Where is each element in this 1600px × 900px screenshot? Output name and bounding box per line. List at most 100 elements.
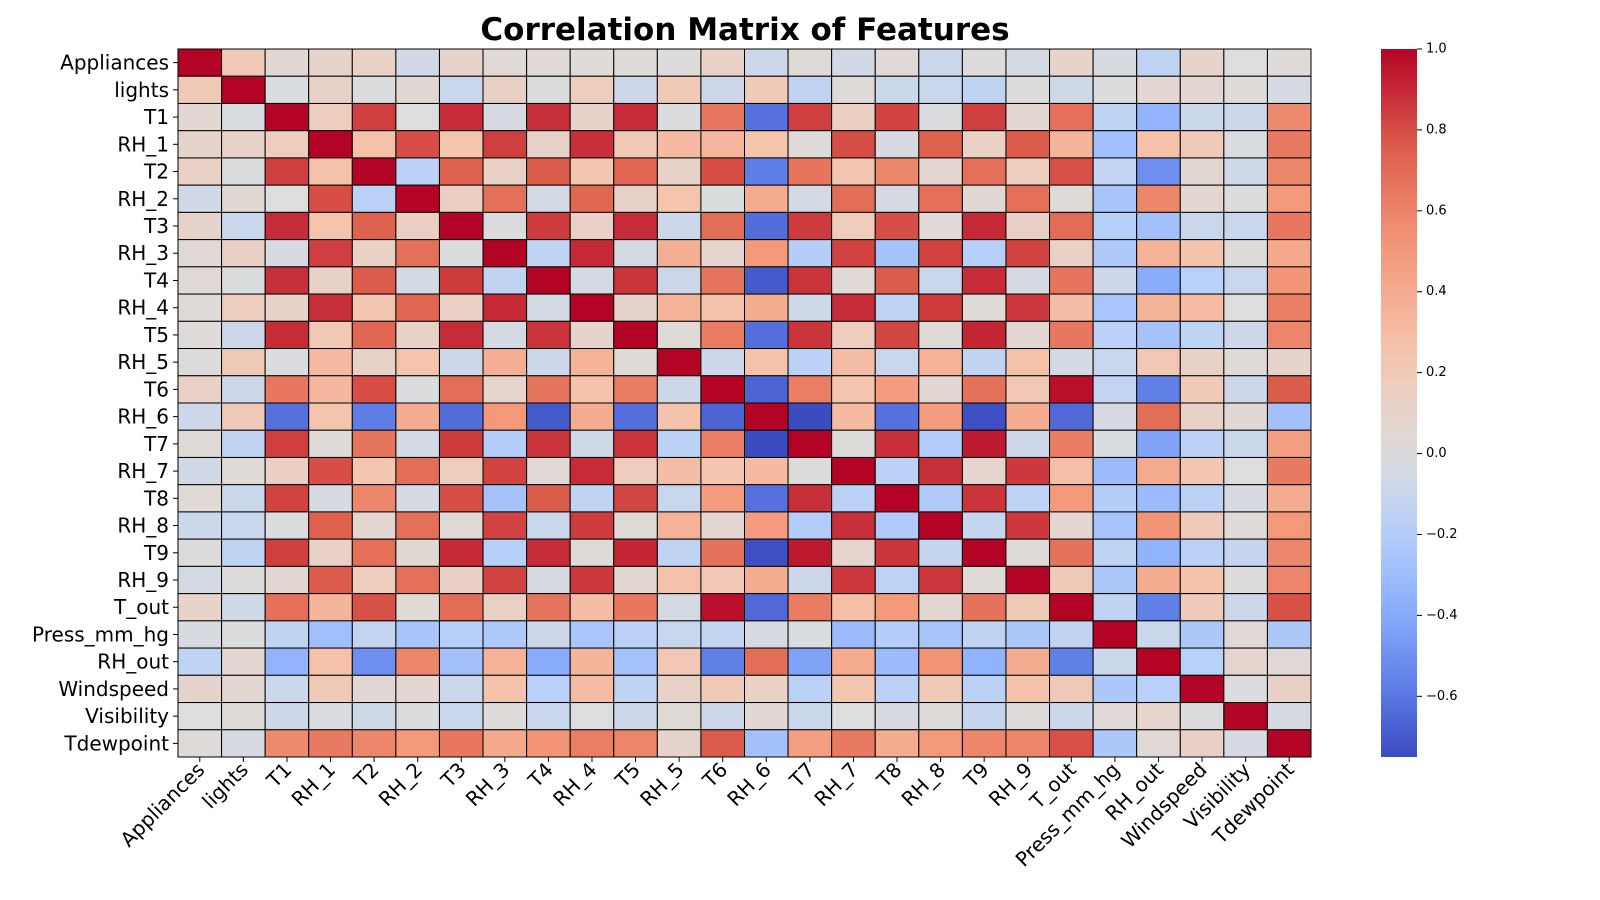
heatmap-cell-Windspeed-T8 (874, 674, 920, 704)
heatmap-cell-T4-RH_5 (656, 266, 702, 295)
heatmap-cell-T_out-RH_7 (831, 593, 876, 622)
heatmap-cell-T6-T4 (526, 375, 571, 404)
heatmap-cell-Appliances-T7 (787, 48, 833, 77)
heatmap-cell-Appliances-T3 (438, 48, 484, 77)
heatmap-cell-RH_4-RH_1 (308, 293, 353, 322)
heatmap-cell-Visibility-Press_mm_hg (1092, 702, 1138, 731)
heatmap-cell-RH_6-lights (221, 402, 266, 431)
heatmap-cell-RH_3-T6 (700, 239, 745, 268)
heatmap-cell-T9-Tdewpoint (1266, 538, 1312, 567)
heatmap-cell-RH_5-T7 (787, 348, 833, 377)
heatmap-cell-T4-T2 (351, 266, 397, 295)
heatmap-cell-lights-RH_6 (744, 75, 789, 104)
heatmap-cell-RH_out-RH_9 (1005, 647, 1051, 676)
heatmap-cell-Windspeed-T2 (351, 674, 397, 704)
heatmap-cell-Tdewpoint-Appliances (177, 729, 223, 758)
heatmap-cell-RH_9-RH_1 (308, 565, 353, 595)
y-tick-label-RH_9: RH_9 (117, 568, 169, 592)
heatmap-cell-T5-T8 (874, 320, 920, 350)
heatmap-cell-T6-RH_4 (569, 375, 615, 404)
heatmap-cell-Windspeed-T5 (613, 674, 658, 704)
heatmap-cell-T6-Windspeed (1179, 375, 1225, 404)
heatmap-cell-RH_7-Tdewpoint (1266, 456, 1312, 486)
heatmap-cell-T1-RH_3 (482, 102, 528, 132)
heatmap-cell-T6-RH_5 (656, 375, 702, 404)
heatmap-cell-T1-T4 (526, 102, 571, 132)
heatmap-cell-RH_2-Windspeed (1179, 184, 1225, 213)
heatmap-cell-RH_8-T5 (613, 511, 658, 540)
heatmap-cell-RH_out-T6 (700, 647, 745, 676)
heatmap-cell-RH_8-T8 (874, 511, 920, 540)
heatmap-cell-T_out-RH_8 (918, 593, 963, 622)
heatmap-cell-T4-Appliances (177, 266, 223, 295)
heatmap-cell-RH_6-T_out (1049, 402, 1094, 431)
heatmap-cell-T1-lights (221, 102, 266, 132)
heatmap-cell-Tdewpoint-RH_out (1136, 729, 1181, 758)
heatmap-cell-T7-RH_7 (831, 429, 876, 458)
heatmap-cell-T7-Visibility (1223, 429, 1268, 458)
heatmap-cell-Press_mm_hg-Windspeed (1179, 620, 1225, 649)
heatmap-cell-T8-RH_3 (482, 484, 528, 513)
heatmap-cell-RH_1-RH_2 (395, 130, 440, 159)
y-tick-label-RH_1: RH_1 (117, 132, 169, 156)
heatmap-cell-Appliances-lights (221, 48, 266, 77)
heatmap-cell-RH_3-Visibility (1223, 239, 1268, 268)
x-tick-label-T8: T8 (871, 758, 906, 793)
heatmap-cell-T_out-T5 (613, 593, 658, 622)
heatmap-cell-Tdewpoint-lights (221, 729, 266, 758)
heatmap-cell-RH_out-T4 (526, 647, 571, 676)
heatmap-cell-Tdewpoint-Press_mm_hg (1092, 729, 1138, 758)
heatmap-cell-lights-RH_2 (395, 75, 440, 104)
heatmap-cell-Tdewpoint-RH_7 (831, 729, 876, 758)
heatmap-cell-T2-T4 (526, 157, 571, 186)
heatmap-cell-RH_4-Tdewpoint (1266, 293, 1312, 322)
heatmap-cell-T1-RH_7 (831, 102, 876, 132)
y-tick-label-RH_3: RH_3 (117, 241, 169, 265)
heatmap-cell-RH_2-T2 (351, 184, 397, 213)
heatmap-cell-RH_out-RH_4 (569, 647, 615, 676)
heatmap-cell-Visibility-T6 (700, 702, 745, 731)
heatmap-cell-T9-RH_out (1136, 538, 1181, 567)
heatmap-cell-RH_4-RH_9 (1005, 293, 1051, 322)
heatmap-cell-T8-T2 (351, 484, 397, 513)
heatmap-cell-T3-T_out (1049, 211, 1094, 241)
heatmap-cell-RH_3-RH_4 (569, 239, 615, 268)
heatmap-cell-T4-RH_4 (569, 266, 615, 295)
heatmap-cell-RH_8-T6 (700, 511, 745, 540)
y-tick-label-RH_4: RH_4 (117, 296, 169, 320)
heatmap-cell-T9-RH_7 (831, 538, 876, 567)
heatmap-cell-RH_6-T7 (787, 402, 833, 431)
heatmap-cell-RH_5-T9 (961, 348, 1007, 377)
heatmap-cell-Tdewpoint-Windspeed (1179, 729, 1225, 758)
heatmap-cell-T1-RH_6 (744, 102, 789, 132)
y-tick-label-lights: lights (114, 78, 169, 102)
heatmap-cell-RH_9-RH_out (1136, 565, 1181, 595)
heatmap-cell-lights-Appliances (177, 75, 223, 104)
heatmap-cell-RH_1-T1 (264, 130, 310, 159)
heatmap-cell-RH_8-RH_5 (656, 511, 702, 540)
heatmap-cell-RH_8-RH_2 (395, 511, 440, 540)
heatmap-cell-Windspeed-RH_2 (395, 674, 440, 704)
heatmap-cell-RH_3-RH_3 (482, 239, 528, 268)
heatmap-cell-T3-T4 (526, 211, 571, 241)
heatmap-cell-T4-T1 (264, 266, 310, 295)
heatmap-cell-RH_9-T_out (1049, 565, 1094, 595)
heatmap-cell-T2-RH_9 (1005, 157, 1051, 186)
heatmap-cell-T7-RH_1 (308, 429, 353, 458)
heatmap-cell-RH_4-lights (221, 293, 266, 322)
heatmap-cell-Appliances-T5 (613, 48, 658, 77)
heatmap-cell-Tdewpoint-RH_1 (308, 729, 353, 758)
heatmap-cell-RH_1-T3 (438, 130, 484, 159)
heatmap-cell-RH_6-RH_6 (744, 402, 789, 431)
heatmap-cell-RH_7-T5 (613, 456, 658, 486)
heatmap-cell-RH_6-RH_1 (308, 402, 353, 431)
heatmap-cell-Visibility-T8 (874, 702, 920, 731)
heatmap-cell-T7-T2 (351, 429, 397, 458)
heatmap-cell-RH_6-T4 (526, 402, 571, 431)
heatmap-cell-T3-RH_2 (395, 211, 440, 241)
heatmap-cell-Appliances-RH_9 (1005, 48, 1051, 77)
heatmap-cell-RH_8-T_out (1049, 511, 1094, 540)
heatmap-cell-RH_7-RH_out (1136, 456, 1181, 486)
heatmap-cell-T7-Windspeed (1179, 429, 1225, 458)
